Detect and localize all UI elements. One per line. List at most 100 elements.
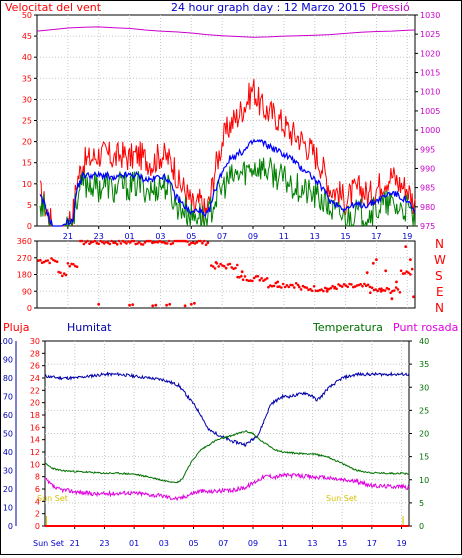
compass-label-north-bottom: N: [435, 301, 444, 315]
wind-x-tick-label: 19: [402, 232, 412, 241]
direction-point: [291, 283, 294, 287]
direction-point: [86, 239, 89, 243]
wind-x-tick-label: 09: [248, 232, 258, 241]
direction-point: [39, 258, 42, 262]
direction-point: [173, 239, 176, 243]
direction-point: [283, 285, 287, 289]
direction-point: [219, 262, 222, 266]
direction-point: [193, 301, 196, 305]
direction-point: [110, 239, 113, 243]
direction-point: [293, 286, 296, 289]
direction-point: [241, 278, 245, 282]
direction-point: [46, 259, 50, 262]
direction-point: [309, 287, 312, 291]
direction-point: [132, 239, 136, 243]
direction-point: [75, 265, 79, 269]
direction-point: [125, 242, 128, 245]
direction-point: [240, 274, 243, 278]
wind-average-series: [39, 138, 416, 227]
direction-point: [340, 285, 344, 288]
direction-point: [138, 240, 141, 244]
direction-point: [211, 265, 215, 268]
direction-point: [329, 286, 333, 290]
direction-point: [375, 258, 378, 261]
direction-point: [363, 282, 366, 286]
compass-label-east: E: [436, 285, 444, 299]
direction-point: [346, 285, 350, 289]
direction-point: [204, 243, 208, 246]
direction-point: [104, 240, 108, 243]
direction-point: [165, 303, 169, 307]
direction-point: [238, 276, 241, 279]
wind-y-tick-label: 35: [22, 74, 32, 83]
direction-point: [350, 283, 353, 286]
direction-point: [201, 241, 204, 245]
direction-point: [97, 242, 100, 246]
direction-point: [119, 242, 123, 245]
direction-point: [143, 241, 147, 244]
sunset-label-start: Sun Set: [37, 494, 68, 503]
humidity-y-tick-label: 10: [3, 504, 13, 513]
pressure-y-tick-label: 1025: [420, 30, 440, 39]
rain-y-tick-label: 18: [30, 411, 40, 420]
direction-point: [368, 285, 372, 289]
direction-point: [365, 271, 369, 274]
direction-point: [156, 241, 160, 244]
climate-x-tick-label: 17: [367, 539, 377, 548]
pressure-series: [36, 26, 416, 38]
direction-point: [108, 242, 112, 246]
direction-point: [294, 282, 298, 285]
direction-point: [149, 239, 152, 243]
direction-point: [380, 287, 383, 291]
direction-point: [299, 288, 303, 291]
pressure-y-tick-label: 1005: [420, 107, 440, 116]
direction-point: [165, 242, 169, 245]
wind-x-tick-label: 03: [155, 232, 165, 241]
direction-point: [62, 272, 66, 275]
wind-y-tick-label: 5: [27, 201, 32, 210]
direction-point: [115, 243, 119, 246]
direction-point: [188, 243, 191, 246]
climate-x-tick-label: 03: [159, 539, 169, 548]
pressure-y-tick-label: 995: [420, 145, 435, 154]
direction-point: [240, 270, 244, 274]
direction-point: [131, 303, 135, 306]
direction-point: [285, 284, 289, 287]
rain-y-tick-label: 0: [35, 522, 40, 531]
direction-point: [407, 271, 410, 275]
wind-speed-axis-title: Velocitat del vent: [5, 1, 102, 14]
direction-point: [379, 289, 383, 293]
direction-point: [314, 289, 318, 293]
direction-point: [117, 239, 121, 243]
direction-point: [197, 239, 200, 243]
temperature-series: [44, 430, 410, 484]
direction-point: [171, 241, 175, 245]
direction-point: [175, 239, 178, 243]
temperature-y-tick-label: 20: [419, 430, 429, 439]
direction-y-tick-label: 0: [27, 304, 32, 313]
rain-y-tick-label: 26: [30, 362, 40, 371]
pressure-y-tick-label: 975: [420, 222, 435, 231]
pressure-y-tick-label: 1020: [420, 49, 440, 58]
direction-point: [112, 241, 115, 245]
direction-point: [183, 304, 187, 308]
direction-point: [383, 289, 387, 292]
direction-point: [168, 302, 172, 306]
x-label-sunset-first: Sun Set: [33, 539, 64, 548]
climate-x-tick-label: 13: [307, 539, 317, 548]
direction-point: [167, 239, 171, 243]
direction-point: [141, 243, 145, 246]
humidity-y-tick-label: 40: [3, 448, 13, 457]
direction-point: [376, 289, 380, 293]
rain-y-tick-label: 4: [35, 497, 40, 506]
direction-point: [202, 239, 206, 243]
direction-point: [97, 302, 101, 306]
humidity-y-tick-label: 60: [3, 411, 13, 420]
rain-y-tick-label: 28: [30, 349, 40, 358]
direction-point: [158, 239, 162, 243]
temperature-y-tick-label: 15: [419, 453, 429, 462]
direction-point: [234, 266, 237, 270]
pressure-y-tick-label: 1010: [420, 88, 440, 97]
direction-point: [223, 265, 226, 268]
wind-x-tick-label: 15: [340, 232, 350, 241]
